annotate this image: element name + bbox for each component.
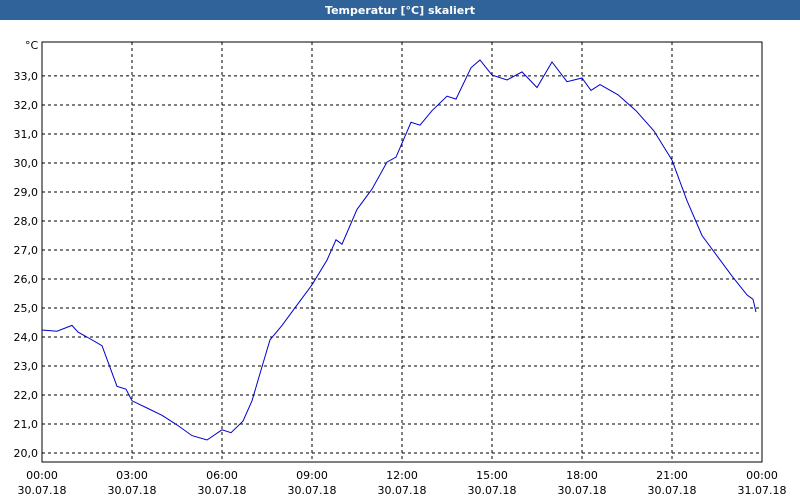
y-tick-label: 24,0	[14, 331, 39, 344]
y-tick-label: 25,0	[14, 302, 39, 315]
window-title: Temperatur [°C] skaliert	[325, 4, 475, 17]
x-tick-label: 06:00	[206, 469, 238, 482]
y-tick-label: 21,0	[14, 418, 39, 431]
x-tick-date: 30.07.18	[648, 484, 697, 497]
y-tick-label: 23,0	[14, 360, 39, 373]
x-tick-label: 12:00	[386, 469, 418, 482]
temperature-line	[41, 59, 757, 441]
y-tick-label: 26,0	[14, 273, 39, 286]
x-tick-date: 30.07.18	[558, 484, 607, 497]
y-tick-label: 29,0	[14, 186, 39, 199]
y-tick-label: 31,0	[14, 128, 39, 141]
y-tick-label: 22,0	[14, 389, 39, 402]
x-tick-date: 30.07.18	[108, 484, 157, 497]
x-tick-label: 00:00	[746, 469, 778, 482]
y-tick-label: 32,0	[14, 99, 39, 112]
x-tick-label: 15:00	[476, 469, 508, 482]
title-bar	[0, 0, 800, 20]
y-tick-label: 33,0	[14, 70, 39, 83]
x-tick-date: 30.07.18	[468, 484, 517, 497]
y-tick-label: 20,0	[14, 447, 39, 460]
x-tick-label: 21:00	[656, 469, 688, 482]
x-tick-date: 30.07.18	[198, 484, 247, 497]
y-tick-label: 28,0	[14, 215, 39, 228]
y-tick-label: 27,0	[14, 244, 39, 257]
y-tick-label: 30,0	[14, 157, 39, 170]
x-tick-label: 00:00	[26, 469, 58, 482]
x-tick-date: 30.07.18	[18, 484, 67, 497]
x-tick-label: 03:00	[116, 469, 148, 482]
y-unit: °C	[25, 39, 39, 52]
x-tick-date: 30.07.18	[288, 484, 337, 497]
x-tick-date: 31.07.18	[738, 484, 787, 497]
x-tick-label: 18:00	[566, 469, 598, 482]
x-tick-date: 30.07.18	[378, 484, 427, 497]
x-tick-label: 09:00	[296, 469, 328, 482]
